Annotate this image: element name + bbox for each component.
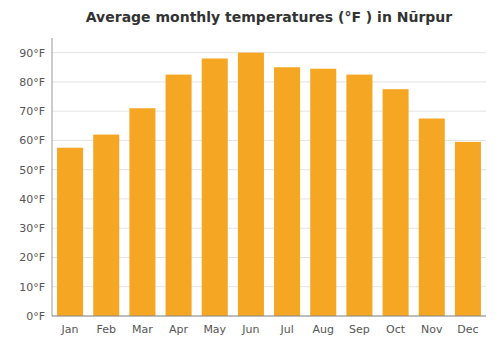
y-tick-label: 90°F: [19, 47, 45, 60]
x-tick-label: Jan: [61, 323, 79, 336]
bar: [238, 53, 264, 316]
y-tick-label: 10°F: [19, 281, 45, 294]
y-axis: 0°F 10°F 20°F 30°F 40°F 50°F 60°F 70°F 80°F 90°F: [19, 47, 486, 323]
x-tick-label: Mar: [132, 323, 153, 336]
chart-svg: Average monthly temperatures (°F ) in Nū…: [0, 0, 500, 350]
grid-line: [52, 111, 486, 112]
bar: [129, 108, 155, 316]
grid-line: [52, 52, 486, 53]
bar: [310, 69, 336, 316]
x-axis: Jan Feb Mar Apr May Jun Jul Aug Sep Oct Nov Dec: [61, 323, 479, 336]
bar: [419, 118, 445, 316]
x-tick-label: Jul: [279, 323, 293, 336]
x-axis-line: [52, 316, 486, 317]
bar: [383, 89, 409, 316]
y-tick-label: 60°F: [19, 134, 45, 147]
y-axis-line: [52, 38, 53, 316]
x-tick-label: Dec: [457, 323, 478, 336]
title: Average monthly temperatures (°F ) in Nū…: [86, 9, 453, 25]
grid-line: [52, 81, 486, 82]
bar: [93, 135, 119, 316]
y-tick-label: 70°F: [19, 105, 45, 118]
bar: [274, 67, 300, 316]
y-tick-label: 40°F: [19, 193, 45, 206]
chart-container: Average monthly temperatures (°F ) in Nū…: [0, 0, 500, 350]
y-tick-label: 20°F: [19, 251, 45, 264]
bar: [202, 58, 228, 316]
bar: [455, 142, 481, 316]
x-tick-label: Nov: [421, 323, 443, 336]
bar: [57, 148, 83, 316]
page: {"chart_data": {"type": "bar", "title": …: [0, 0, 500, 350]
y-tick-label: 80°F: [19, 76, 45, 89]
y-tick-label: 50°F: [19, 164, 45, 177]
x-tick-label: Oct: [386, 323, 406, 336]
y-tick-label: 0°F: [26, 310, 45, 323]
bar: [166, 75, 192, 316]
bars: [57, 53, 481, 316]
grid-line: [52, 316, 486, 317]
bar: [346, 75, 372, 316]
x-tick-label: Jun: [241, 323, 259, 336]
y-tick-label: 30°F: [19, 222, 45, 235]
x-tick-label: Sep: [349, 323, 370, 336]
x-tick-label: Feb: [97, 323, 116, 336]
x-tick-label: Apr: [169, 323, 189, 336]
x-tick-label: May: [203, 323, 226, 336]
x-tick-label: Aug: [313, 323, 334, 336]
